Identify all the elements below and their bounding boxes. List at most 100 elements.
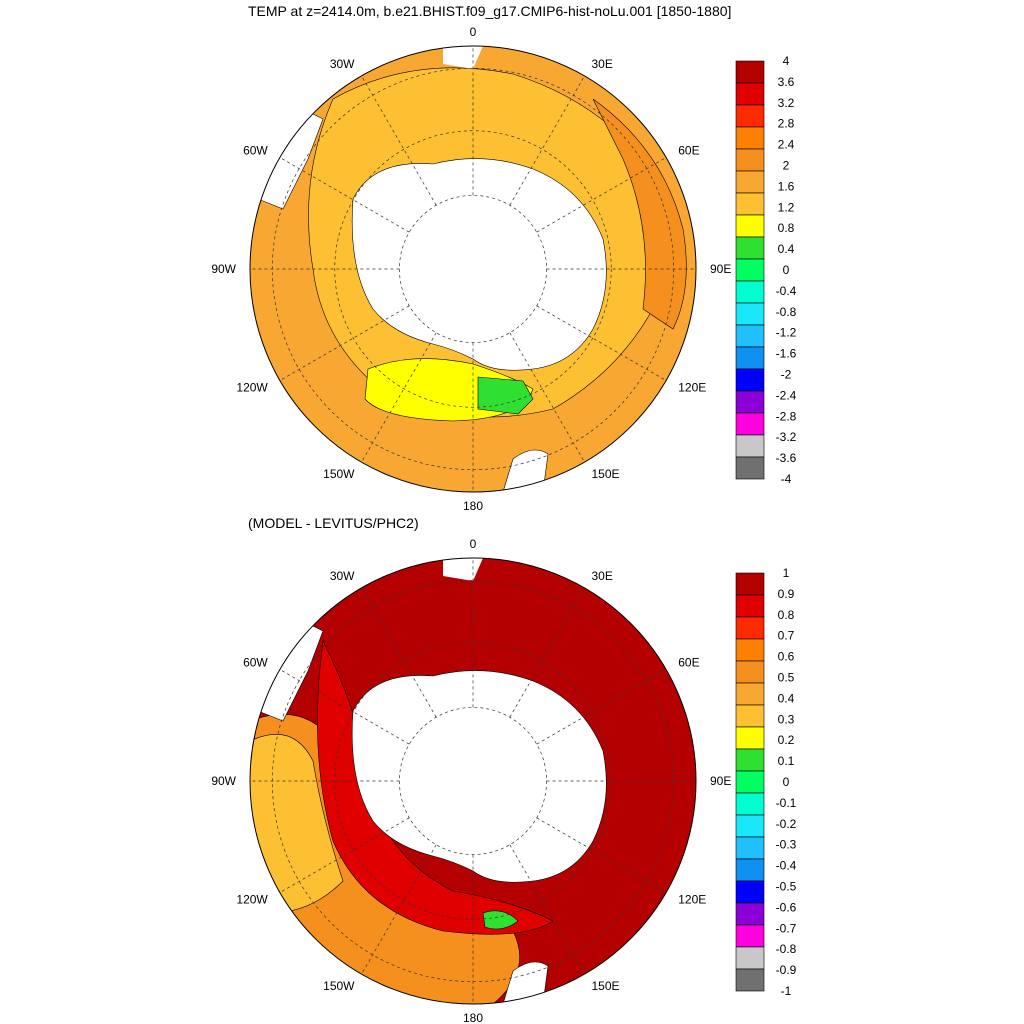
meridian-line [279, 817, 410, 893]
colorbar-box [735, 814, 765, 838]
colorbar-label: -1.2 [776, 326, 797, 340]
longitude-label: 90E [710, 262, 731, 276]
longitude-label: 150W [323, 467, 355, 481]
colorbar-label: -2.8 [776, 409, 797, 423]
colorbar-label: -0.4 [776, 859, 797, 873]
colorbar-label: -1 [781, 984, 792, 998]
longitude-label: 120W [236, 893, 268, 907]
longitude-label: 180 [463, 1011, 483, 1024]
longitude-label: 30E [592, 569, 613, 583]
colorbar-label: 0.4 [778, 691, 795, 705]
colorbar-label: -3.6 [776, 451, 797, 465]
meridian-line [536, 669, 667, 745]
colorbar-box [735, 368, 765, 392]
colorbar-box [735, 236, 765, 260]
longitude-label: 30E [592, 57, 613, 71]
meridian-line [361, 587, 437, 718]
colorbar-label: -0.1 [776, 796, 797, 810]
colorbar-label: 4 [783, 54, 790, 68]
colorbar-label: -0.2 [776, 817, 797, 831]
colorbar-label: -0.8 [776, 305, 797, 319]
colorbar-label: 0.3 [778, 712, 795, 726]
meridian-line [509, 844, 585, 975]
colorbar-box [735, 880, 765, 904]
colorbar-label: -3.2 [776, 430, 797, 444]
colorbar-box [735, 148, 765, 172]
map-field-bottom [250, 558, 696, 1004]
colorbar-box [735, 572, 765, 596]
colorbar-box [735, 968, 765, 992]
colorbar-label: 2.4 [778, 138, 795, 152]
colorbar-label: 3.2 [778, 96, 795, 110]
longitude-label: 150W [323, 979, 355, 993]
colorbar-label: 1 [783, 566, 790, 580]
colorbar-box [735, 660, 765, 684]
colorbar-label: 0.8 [778, 221, 795, 235]
colorbar-label: 0.8 [778, 608, 795, 622]
longitude-label: 0 [470, 537, 477, 551]
colorbar-label: -0.3 [776, 838, 797, 852]
band-2.4-2.8 [592, 98, 687, 330]
colorbar-label: 0.7 [778, 629, 795, 643]
meridian-line [536, 817, 667, 893]
colorbar-label: -0.5 [776, 880, 797, 894]
colorbar-box [735, 412, 765, 436]
band-0.4-0.8 [477, 376, 534, 415]
longitude-label: 150E [592, 979, 620, 993]
meridian-line [279, 305, 410, 381]
colorbar-box [735, 60, 765, 84]
map-border [249, 557, 697, 1005]
colorbar-label: 0.4 [778, 242, 795, 256]
colorbar-box [735, 258, 765, 282]
colorbar-box [735, 126, 765, 150]
colorbar-label: 0.9 [778, 587, 795, 601]
colorbar-box [735, 280, 765, 304]
colorbar-box [735, 748, 765, 772]
longitude-label: 30W [330, 569, 355, 583]
meridian-line [361, 332, 437, 463]
colorbar-label: -0.4 [776, 284, 797, 298]
band-0.3-0.5 [250, 734, 344, 914]
colorbar-box [735, 434, 765, 458]
colorbar-box [735, 346, 765, 370]
longitude-label: 60E [678, 144, 699, 158]
colorbar-label: 3.6 [778, 75, 795, 89]
meridian-line [279, 669, 410, 745]
meridian-line [509, 75, 585, 206]
meridian-line [361, 844, 437, 975]
map-panel-top: 0 30E 60E 90E 120E 150E 180 150W 120W 90W 60W 30W [211, 25, 731, 513]
meridian-line [536, 157, 667, 233]
longitude-label: 120W [236, 381, 268, 395]
colorbar-box [735, 104, 765, 128]
colorbar-box [735, 902, 765, 926]
colorbar-box [735, 726, 765, 750]
colorbar-box [735, 302, 765, 326]
colorbar-box [735, 770, 765, 794]
longitude-label: 30W [330, 57, 355, 71]
map-panel-bottom: 0 30E 60E 90E 120E 150E 180 150W 120W 90W 60W 30W [211, 537, 731, 1024]
colorbar-box [735, 170, 765, 194]
colorbar-label: -0.8 [776, 942, 797, 956]
antarctica-land [351, 158, 607, 371]
colorbar-box [735, 192, 765, 216]
colorbar-box [735, 324, 765, 348]
colorbar-box [735, 924, 765, 948]
colorbar-box [735, 682, 765, 706]
longitude-label: 120E [678, 893, 706, 907]
longitude-label: 0 [470, 25, 477, 39]
colorbar-label: -0.6 [776, 900, 797, 914]
band-0.1-0.3 [482, 910, 519, 930]
colorbar-label: 0.6 [778, 650, 795, 664]
colorbar-box [735, 456, 765, 480]
colorbar-box [735, 946, 765, 970]
colorbar-label: -1.6 [776, 347, 797, 361]
meridian-line [361, 75, 437, 206]
colorbar-box [735, 836, 765, 860]
longitude-label: 120E [678, 381, 706, 395]
colorbar-bottom: 1 0.9 0.8 0.7 0.6 0.5 0.4 0.3 0.2 0.1 0 -0.1 -0.2 -0.… [735, 566, 797, 998]
panel-title-bottom: (MODEL - LEVITUS/PHC2) [248, 515, 419, 531]
longitude-label: 60W [243, 144, 268, 158]
colorbar-label: 0 [783, 263, 790, 277]
longitude-label: 150E [592, 467, 620, 481]
